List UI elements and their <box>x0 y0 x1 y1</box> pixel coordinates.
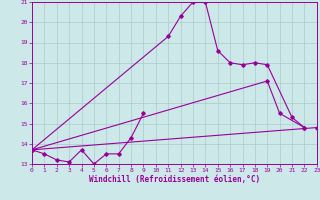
X-axis label: Windchill (Refroidissement éolien,°C): Windchill (Refroidissement éolien,°C) <box>89 175 260 184</box>
